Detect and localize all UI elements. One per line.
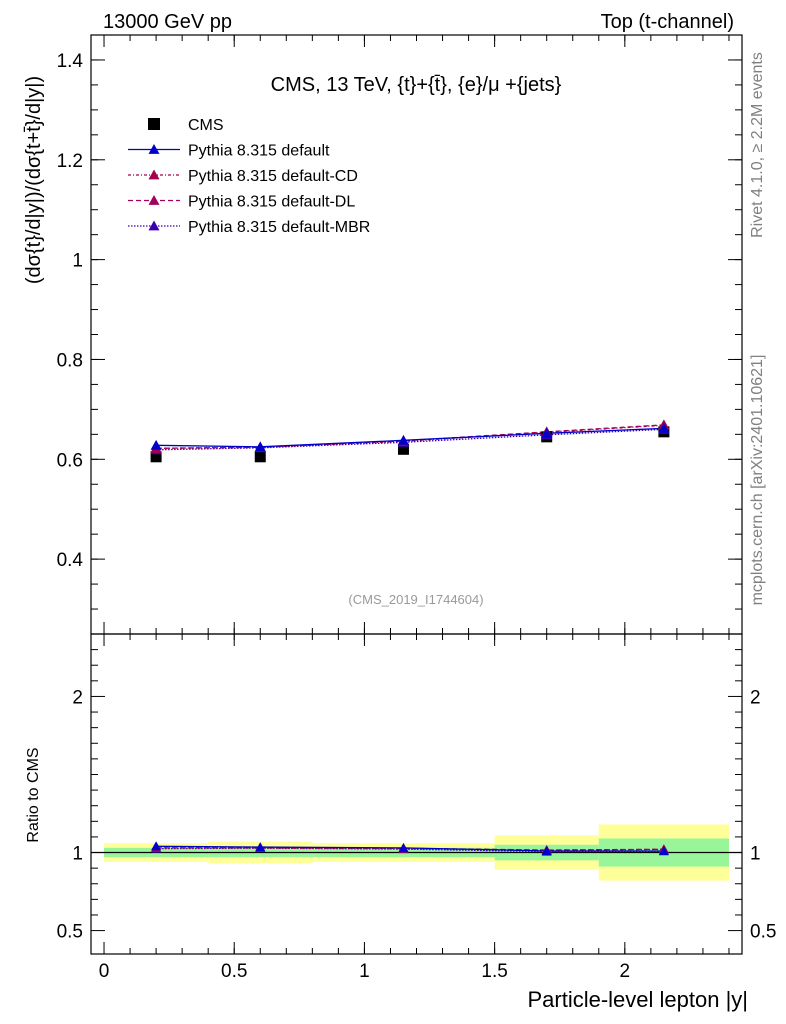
ratio-ylabel: Ratio to CMS bbox=[25, 747, 42, 842]
mcplots-label: mcplots.cern.ch [arXiv:2401.10621] bbox=[749, 355, 766, 606]
main-title: CMS, 13 TeV, {t}+{t̄}, {e}/μ +{jets} bbox=[271, 74, 562, 96]
ratio-marker-default bbox=[255, 842, 266, 852]
main-ytick-label: 1.4 bbox=[57, 51, 84, 72]
x-tick-label: 2 bbox=[620, 961, 631, 982]
legend-label-cd: Pythia 8.315 default-CD bbox=[188, 168, 358, 185]
main-ytick-label: 0.8 bbox=[57, 350, 83, 371]
legend-marker-mbr bbox=[148, 220, 160, 231]
main-ticks: 0.4 0.6 0.8 1 1.2 1.4 bbox=[57, 35, 742, 634]
cms-point bbox=[397, 443, 409, 455]
ratio-line-cd bbox=[156, 847, 664, 851]
ratio-ytick-label-right: 1 bbox=[750, 844, 761, 865]
legend-label-mbr: Pythia 8.315 default-MBR bbox=[188, 219, 370, 236]
ratio-marker-default bbox=[541, 845, 552, 855]
x-tick-label: 1 bbox=[359, 961, 370, 982]
legend-marker-cms bbox=[148, 118, 160, 130]
main-ytick-label: 1 bbox=[72, 251, 83, 272]
legend-label-dl: Pythia 8.315 default-DL bbox=[188, 194, 355, 211]
header-left: 13000 GeV pp bbox=[103, 11, 232, 33]
main-ytick-label: 0.4 bbox=[57, 550, 84, 571]
x-tick-label: 0.5 bbox=[221, 961, 247, 982]
ratio-ytick-label: 0.5 bbox=[57, 922, 83, 943]
cms-point bbox=[254, 451, 266, 463]
x-axis-label: Particle-level lepton |y| bbox=[527, 987, 748, 1012]
main-data-layer bbox=[150, 419, 670, 463]
ratio-ytick-label: 2 bbox=[72, 687, 83, 708]
main-ytick-label: 0.6 bbox=[57, 450, 83, 471]
ratio-marker-default bbox=[151, 841, 162, 851]
ratio-frame bbox=[90, 633, 743, 955]
ratio-marker-default bbox=[658, 845, 669, 855]
main-ylabel: (dσ{t}/d|y|)/(dσ{t+t̄}/d|y|) bbox=[23, 76, 45, 284]
ratio-ticks: 0.5 0.5 1 1 2 2 0 0.5 1 1.5 2 bbox=[57, 634, 776, 982]
series-line-default bbox=[156, 427, 664, 448]
legend: CMS Pythia 8.315 default Pythia 8.315 defa… bbox=[128, 117, 370, 236]
legend-marker-default bbox=[148, 144, 160, 154]
x-tick-label: 1.5 bbox=[481, 961, 507, 982]
rivet-label: Rivet 4.1.0, ≥ 2.2M events bbox=[749, 52, 766, 238]
main-panel: 0.4 0.6 0.8 1 1.2 1.4 CMS, 13 TeV, {t}+{t̄}, … bbox=[23, 34, 743, 635]
watermark: (CMS_2019_I1744604) bbox=[348, 592, 483, 607]
legend-label-cms: CMS bbox=[188, 117, 224, 134]
series-marker-default bbox=[658, 422, 670, 433]
series-line-mbr bbox=[156, 428, 664, 451]
series-marker-default bbox=[397, 434, 409, 445]
series-marker-default bbox=[150, 439, 162, 450]
legend-marker-cd bbox=[148, 169, 160, 180]
ratio-ytick-label-right: 2 bbox=[750, 687, 761, 708]
main-ytick-label: 1.2 bbox=[57, 151, 83, 172]
cms-point bbox=[150, 451, 162, 463]
legend-label-default: Pythia 8.315 default bbox=[188, 143, 330, 160]
header-right: Top (t-channel) bbox=[601, 11, 734, 33]
series-marker-default bbox=[541, 427, 553, 438]
series-line-dl bbox=[156, 424, 664, 449]
legend-marker-dl bbox=[148, 195, 160, 205]
ratio-panel: 0.5 0.5 1 1 2 2 0 0.5 1 1.5 2 Ratio to CMS Particl… bbox=[25, 633, 776, 1012]
series-marker-default bbox=[254, 441, 266, 452]
ratio-data-layer bbox=[91, 824, 742, 881]
ratio-ytick-label: 1 bbox=[72, 844, 83, 865]
ratio-marker-default bbox=[398, 842, 409, 852]
ratio-ytick-label-right: 0.5 bbox=[750, 922, 776, 943]
x-tick-label: 0 bbox=[99, 961, 110, 982]
series-line-cd bbox=[156, 424, 664, 449]
